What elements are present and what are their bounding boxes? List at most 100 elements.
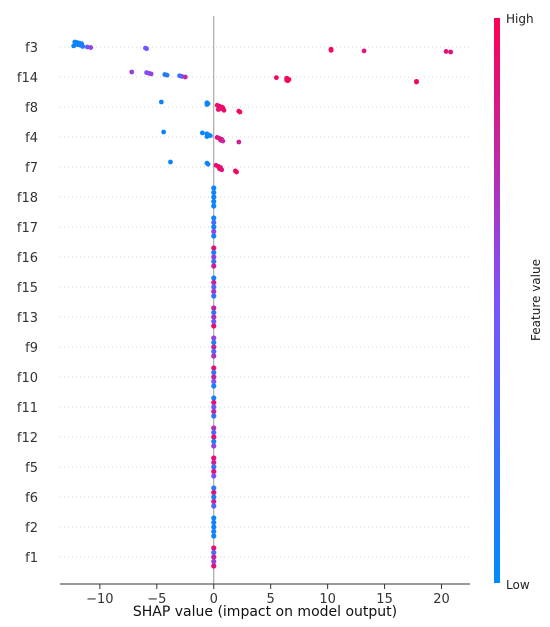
colorbar-title: Feature value: [529, 259, 543, 341]
shap-point-f6: [211, 503, 217, 509]
shap-point-f1: [211, 554, 217, 560]
shap-point-f18: [211, 203, 217, 209]
feature-label-f12: f12: [17, 431, 38, 446]
shap-point-f11: [211, 395, 217, 401]
feature-label-f5: f5: [25, 461, 38, 476]
shap-point-f8: [215, 107, 221, 112]
x-tick-label: 5: [267, 592, 275, 607]
shap-point-f13: [211, 323, 217, 329]
shap-point-f16: [211, 245, 217, 251]
feature-label-f13: f13: [17, 311, 38, 326]
shap-point-f1: [211, 545, 217, 551]
shap-point-f6: [211, 494, 217, 500]
shap-point-f13: [211, 305, 217, 311]
x-tick-label: 0: [210, 592, 218, 607]
shap-point-f1: [211, 549, 217, 556]
x-tick-label: 15: [376, 592, 393, 607]
shap-point-f8: [158, 99, 164, 105]
feature-labels: f3 f14 f8 f4 f7 f18 f17 f16 f15 f13 f9 f10 f11 f12 f5 f…: [17, 41, 38, 566]
shap-point-f18: [211, 198, 217, 205]
shap-point-f3: [80, 44, 86, 49]
shap-point-f3: [144, 46, 149, 52]
shap-point-f10: [211, 378, 217, 385]
shap-point-f3: [328, 47, 334, 53]
shap-point-f14: [414, 79, 419, 85]
shap-points: [71, 39, 454, 569]
shap-point-f11: [211, 408, 217, 415]
shap-point-f15: [211, 293, 217, 299]
shap-point-f2: [211, 519, 217, 526]
shap-point-f18: [211, 189, 217, 196]
shap-point-f2: [211, 533, 217, 539]
shap-point-f7: [168, 159, 173, 165]
shap-point-f12: [211, 425, 217, 431]
shap-point-f10: [211, 383, 217, 389]
shap-point-f16: [211, 249, 217, 256]
shap-point-f17: [211, 228, 217, 235]
shap-point-f10: [211, 369, 217, 376]
shap-point-f2: [211, 515, 217, 521]
shap-point-f6: [211, 498, 217, 505]
feature-label-f8: f8: [25, 101, 38, 116]
shap-point-f18: [211, 194, 217, 200]
shap-point-f11: [211, 399, 217, 406]
shap-point-f6: [211, 489, 217, 496]
shap-point-f10: [211, 374, 217, 380]
shap-point-f9: [211, 353, 217, 359]
feature-row-guides: [60, 46, 470, 558]
shap-point-f5: [211, 464, 217, 470]
shap-point-f2: [211, 524, 217, 530]
shap-point-f4: [220, 138, 226, 144]
shap-point-f4: [236, 139, 242, 145]
shap-point-f3: [71, 43, 77, 49]
shap-point-f3: [448, 49, 454, 55]
feature-label-f18: f18: [17, 191, 38, 206]
shap-point-f5: [211, 459, 217, 466]
shap-point-f7: [219, 167, 225, 173]
shap-point-f5: [211, 473, 217, 479]
shap-point-f15: [211, 279, 217, 286]
shap-point-f13: [211, 309, 217, 316]
shap-point-f12: [211, 429, 217, 436]
shap-point-f12: [211, 434, 217, 440]
x-tick-label: −10: [86, 592, 113, 607]
feature-label-f10: f10: [17, 371, 38, 386]
shap-point-f5: [211, 468, 217, 475]
feature-label-f6: f6: [25, 491, 38, 506]
feature-label-f14: f14: [17, 71, 38, 86]
shap-point-f15: [211, 288, 217, 295]
shap-point-f12: [211, 438, 217, 445]
shap-point-f3: [361, 48, 367, 54]
shap-point-f15: [211, 284, 217, 290]
shap-point-f10: [211, 365, 217, 371]
feature-label-f4: f4: [25, 131, 38, 146]
colorbar: [494, 18, 500, 583]
shap-point-f16: [211, 254, 217, 260]
shap-point-f16: [211, 258, 217, 265]
shap-point-f8: [204, 102, 210, 107]
feature-label-f7: f7: [25, 161, 38, 176]
shap-point-f4: [199, 130, 205, 136]
shap-point-f9: [211, 348, 217, 355]
feature-label-f9: f9: [25, 341, 38, 356]
shap-point-f5: [211, 455, 217, 461]
shap-point-f1: [211, 558, 217, 565]
shap-point-f4: [161, 129, 167, 135]
shap-point-f6: [211, 485, 217, 491]
shap-point-f9: [211, 339, 217, 346]
colorbar-high-label: High: [506, 12, 534, 26]
shap-point-f11: [211, 404, 217, 410]
shap-point-f14: [182, 74, 188, 80]
shap-point-f14: [148, 71, 154, 77]
shap-point-f7: [234, 169, 239, 175]
feature-label-f2: f2: [25, 521, 38, 536]
shap-point-f3: [443, 49, 449, 54]
x-ticks: −10 −5 0 5 10 15 20: [86, 584, 450, 607]
feature-label-f3: f3: [25, 41, 38, 56]
shap-point-f12: [211, 443, 217, 449]
shap-point-f3: [88, 45, 94, 50]
shap-point-f8: [237, 109, 243, 115]
shap-point-f9: [211, 344, 217, 350]
feature-label-f16: f16: [17, 251, 38, 266]
shap-point-f13: [211, 314, 217, 320]
